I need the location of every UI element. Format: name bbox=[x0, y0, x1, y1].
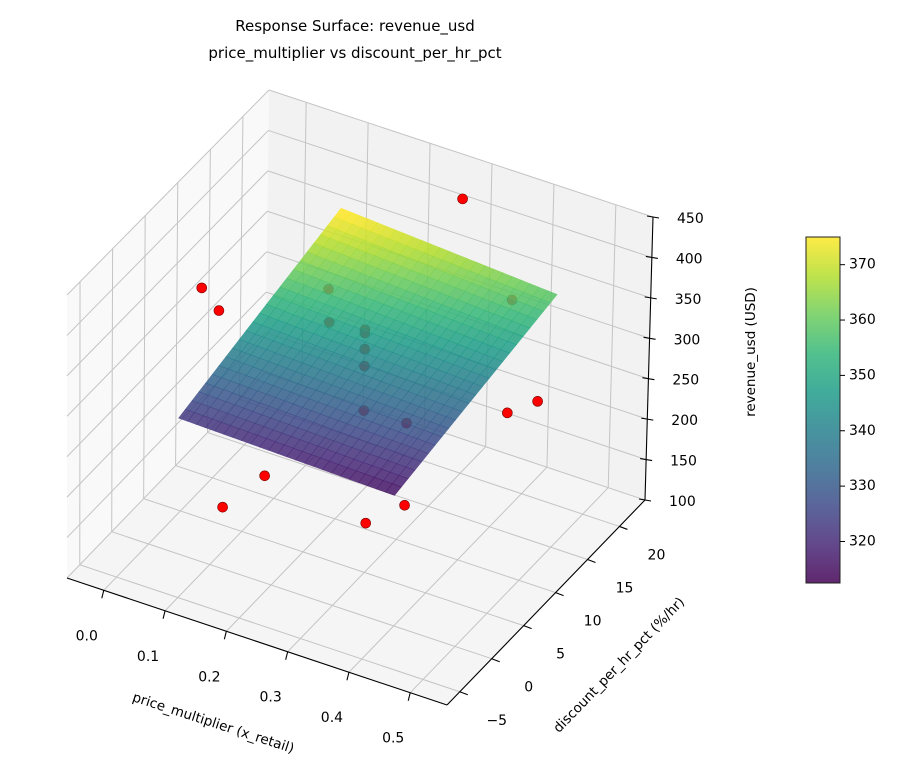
y-axis-line bbox=[446, 499, 646, 706]
data-point bbox=[217, 501, 228, 513]
points-front bbox=[196, 193, 543, 529]
x-tick bbox=[162, 610, 166, 619]
chart-subtitle: price_multiplier vs discount_per_hr_pct bbox=[208, 44, 501, 63]
grid-line-y bbox=[207, 432, 588, 560]
y-tick bbox=[555, 592, 564, 597]
grid-line-y bbox=[111, 248, 114, 532]
data-point bbox=[213, 305, 225, 316]
z-tick bbox=[643, 336, 656, 340]
y-tick bbox=[587, 559, 596, 564]
data-point bbox=[259, 470, 270, 482]
x-tick bbox=[101, 590, 105, 599]
x-tick-label: 0.1 bbox=[137, 649, 159, 665]
data-point bbox=[532, 396, 543, 407]
y-tick bbox=[459, 691, 468, 696]
colorbar bbox=[806, 237, 840, 583]
x-tick-label: 0.0 bbox=[76, 628, 98, 644]
y-tick bbox=[523, 625, 532, 630]
colorbar-tick-label: 370 bbox=[849, 257, 876, 273]
data-point bbox=[457, 193, 468, 205]
grid-line-y bbox=[143, 215, 146, 499]
z-tick bbox=[638, 498, 652, 502]
z-tick-label: 150 bbox=[670, 454, 697, 470]
y-tick-label: 5 bbox=[556, 647, 565, 663]
y-tick-label: 10 bbox=[584, 614, 602, 630]
grid-line-z bbox=[268, 129, 653, 258]
z-tick bbox=[640, 458, 653, 462]
y-tick bbox=[619, 525, 628, 530]
data-point bbox=[399, 499, 410, 511]
grid-line-y bbox=[143, 498, 524, 627]
x-tick bbox=[285, 651, 289, 660]
z-tick-label: 200 bbox=[671, 413, 698, 429]
x-tick bbox=[407, 692, 411, 701]
surface-patch bbox=[385, 483, 402, 496]
x-tick bbox=[346, 672, 350, 681]
z-tick bbox=[642, 377, 655, 381]
colorbar-tick-label: 320 bbox=[849, 533, 876, 549]
grid-line-y bbox=[111, 531, 492, 660]
axis-lines bbox=[66, 215, 660, 706]
y-axis-label: discount_per_hr_pct (%/hr) bbox=[550, 594, 688, 736]
left-pane bbox=[67, 90, 269, 578]
z-tick-label: 100 bbox=[669, 494, 696, 510]
z-axis-label: revenue_usd (USD) bbox=[743, 287, 759, 417]
response-surface bbox=[178, 207, 558, 496]
z-tick-label: 400 bbox=[676, 251, 703, 267]
z-tick-label: 450 bbox=[677, 211, 704, 227]
colorbar-ticks: 320 330 340 350 360 370 bbox=[840, 257, 876, 549]
tick-labels: 0.0 0.1 0.2 0.3 0.4 0.5 −5 0 5 10 15 20 100 150 200 250… bbox=[76, 211, 704, 747]
z-tick bbox=[645, 255, 658, 259]
grid-line-y bbox=[79, 564, 460, 693]
data-point bbox=[502, 407, 513, 419]
colorbar-tick-label: 340 bbox=[849, 423, 876, 439]
grid-line-z bbox=[66, 210, 268, 417]
z-tick-label: 250 bbox=[672, 373, 699, 389]
colorbar-border bbox=[805, 236, 841, 584]
y-tick-label: −5 bbox=[486, 713, 507, 729]
grid-line-z bbox=[66, 170, 269, 377]
x-tick-label: 0.5 bbox=[382, 731, 404, 747]
grid-line-x bbox=[409, 487, 609, 694]
grid-line-z bbox=[267, 170, 651, 299]
y-tick-label: 0 bbox=[524, 680, 533, 696]
z-tick bbox=[644, 296, 657, 300]
grid-line-x bbox=[348, 466, 548, 673]
grid-line-y bbox=[175, 465, 556, 594]
x-tick-label: 0.4 bbox=[321, 710, 343, 726]
grid-line-z bbox=[268, 89, 654, 218]
grid-line-z bbox=[66, 89, 270, 296]
grid-line-x bbox=[546, 184, 555, 468]
z-axis-line bbox=[644, 216, 654, 501]
x-tick-label: 0.2 bbox=[198, 669, 220, 685]
z-tick-label: 300 bbox=[674, 332, 701, 348]
grid-line-z bbox=[66, 251, 268, 458]
y-tick bbox=[491, 658, 500, 663]
grid-line-x bbox=[607, 204, 617, 488]
chart-title: Response Surface: revenue_usd bbox=[235, 17, 475, 36]
y-tick-label: 20 bbox=[648, 547, 666, 563]
x-axis-line bbox=[66, 577, 448, 706]
y-tick-label: 15 bbox=[616, 581, 634, 597]
data-point bbox=[360, 517, 372, 529]
x-tick bbox=[223, 631, 227, 640]
data-point bbox=[196, 282, 208, 294]
colorbar-tick-label: 330 bbox=[849, 478, 876, 494]
grid-line-z bbox=[66, 291, 267, 498]
floor-pane bbox=[67, 373, 645, 705]
colorbar-tick-label: 350 bbox=[849, 367, 876, 383]
grid-line-y bbox=[175, 182, 179, 466]
x-tick-label: 0.3 bbox=[260, 690, 282, 706]
grid-line-x bbox=[287, 446, 487, 653]
z-tick bbox=[641, 417, 654, 421]
colorbar-tick-label: 360 bbox=[849, 312, 876, 328]
z-tick bbox=[646, 215, 660, 219]
grid-line-z bbox=[66, 130, 269, 336]
z-tick-label: 350 bbox=[675, 292, 702, 308]
